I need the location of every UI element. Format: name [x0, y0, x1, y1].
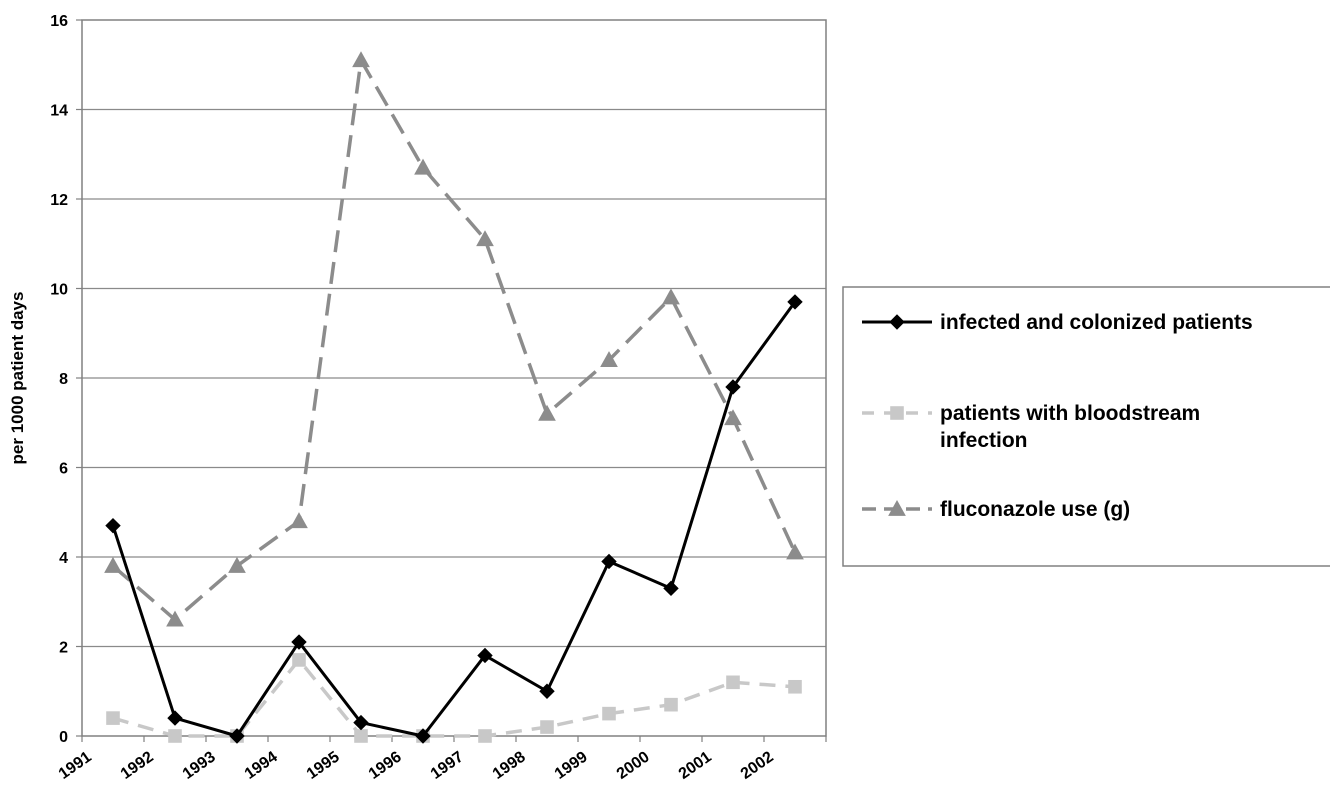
- y-tick-label: 8: [59, 371, 68, 388]
- legend-label: fluconazole use (g): [940, 498, 1130, 521]
- legend-marker: [890, 406, 904, 420]
- series-group: [104, 51, 804, 744]
- x-tick-label: 2001: [676, 748, 715, 782]
- series-line: [111, 301, 797, 738]
- data-point: [415, 728, 431, 744]
- data-point: [477, 647, 493, 664]
- data-point: [540, 720, 554, 734]
- y-axis-ticks: 0 2 4 6 8 10 12 14 16: [50, 13, 82, 746]
- data-point: [662, 288, 680, 305]
- data-point: [476, 230, 494, 247]
- data-point: [539, 683, 555, 699]
- y-tick-label: 14: [50, 103, 68, 120]
- data-point: [664, 697, 678, 712]
- x-tick-label: 1993: [180, 748, 219, 782]
- y-tick-label: 2: [59, 640, 68, 657]
- data-point: [352, 51, 370, 68]
- y-tick-label: 12: [50, 192, 68, 209]
- series-2: [106, 653, 802, 743]
- series-line: [112, 658, 796, 738]
- y-tick-label: 6: [59, 461, 68, 478]
- data-point: [538, 404, 556, 421]
- data-point: [600, 351, 618, 367]
- legend-box: [842, 286, 1330, 567]
- x-tick-label: 1997: [428, 748, 467, 782]
- legend-marker: [888, 499, 906, 516]
- legend-label: infected and colonized patients: [940, 311, 1253, 334]
- data-point: [353, 714, 369, 731]
- data-point: [354, 729, 368, 743]
- legend: infected and colonized patients patients …: [842, 286, 1330, 567]
- data-point: [166, 610, 184, 627]
- data-point: [291, 634, 307, 650]
- legend-marker: [889, 314, 905, 330]
- gridlines: [82, 108, 826, 648]
- data-point: [229, 728, 245, 744]
- legend-label: patients with bloodstream: [940, 402, 1200, 425]
- legend-entry-1: infected and colonized patients: [862, 311, 1253, 334]
- x-tick-label: 1991: [56, 748, 95, 782]
- data-point: [105, 517, 121, 534]
- y-tick-label: 4: [59, 550, 68, 567]
- data-point: [601, 553, 617, 570]
- x-tick-label: 1999: [552, 748, 591, 782]
- x-tick-label: 1996: [366, 748, 405, 782]
- legend-label: infection: [940, 429, 1028, 452]
- y-tick-label: 16: [50, 13, 68, 30]
- x-tick-label: 1994: [242, 748, 281, 782]
- y-tick-label: 0: [59, 729, 68, 746]
- data-point: [663, 580, 679, 597]
- legend-entry-3: fluconazole use (g): [862, 498, 1130, 521]
- y-axis-title: per 1000 patient days: [8, 292, 27, 465]
- x-tick-label: 1995: [304, 748, 343, 782]
- x-tick-label: 2002: [738, 748, 777, 782]
- data-point: [414, 158, 432, 175]
- data-point: [786, 543, 804, 560]
- series-line: [111, 58, 797, 622]
- series-1: [105, 294, 803, 744]
- data-point: [168, 729, 182, 743]
- x-tick-label: 1998: [490, 748, 529, 782]
- data-point: [104, 556, 122, 573]
- data-point: [602, 706, 616, 721]
- x-tick-label: 1992: [118, 748, 157, 782]
- data-point: [788, 679, 802, 694]
- data-point: [292, 653, 306, 667]
- x-axis-ticks: 1991 1992 1993 1994 1995 1996 1997 1998 1999 2000…: [56, 736, 827, 783]
- x-tick-label: 2000: [614, 748, 653, 782]
- data-point: [106, 711, 120, 725]
- y-tick-label: 10: [50, 282, 68, 299]
- data-point: [290, 512, 308, 529]
- data-point: [725, 379, 741, 395]
- data-point: [478, 729, 492, 743]
- legend-entry-2: patients with bloodstream infection: [862, 402, 1200, 452]
- data-point: [228, 556, 246, 573]
- data-point: [726, 675, 740, 690]
- data-point: [787, 294, 803, 310]
- series-3: [104, 51, 804, 627]
- data-point: [724, 409, 742, 426]
- data-point: [167, 710, 183, 726]
